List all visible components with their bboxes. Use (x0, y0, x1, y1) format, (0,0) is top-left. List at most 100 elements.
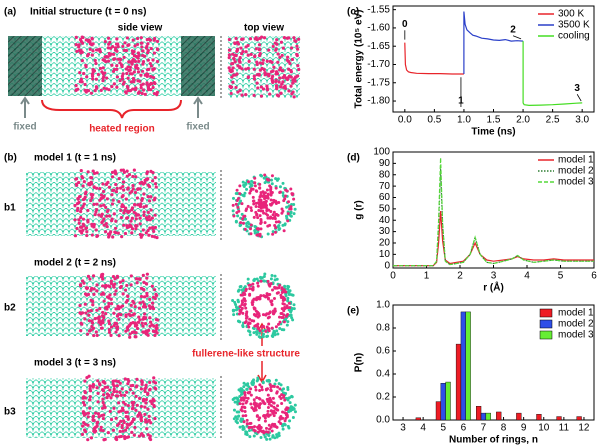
atom (98, 66, 103, 71)
atom (125, 174, 129, 178)
atom (289, 75, 293, 79)
atom (248, 37, 253, 41)
atom (103, 437, 107, 441)
atom (136, 51, 141, 55)
atom (239, 419, 243, 423)
atom (249, 421, 253, 425)
y-tick-label: 0.8 (376, 323, 390, 334)
atom (89, 436, 94, 440)
atom (256, 281, 260, 285)
atom (275, 408, 279, 412)
atom (266, 430, 270, 434)
atom (143, 322, 148, 326)
atom (148, 437, 153, 442)
atom (90, 196, 94, 200)
atom (97, 213, 101, 217)
atom (239, 46, 243, 50)
atom (253, 181, 257, 185)
x-tick-label: 1 (424, 271, 430, 282)
atom (252, 398, 256, 402)
atom (93, 429, 98, 433)
atom (108, 409, 112, 413)
atom (86, 54, 90, 58)
atom (149, 46, 153, 51)
atom (280, 328, 284, 332)
atom (109, 333, 113, 337)
atom (244, 289, 248, 293)
atom (240, 405, 244, 409)
atom (127, 379, 131, 383)
atom (144, 329, 148, 333)
atom (269, 198, 273, 202)
atom (106, 208, 110, 213)
atom (264, 329, 268, 333)
atom (250, 319, 254, 323)
atom (244, 50, 248, 54)
atom (253, 184, 257, 188)
atom (106, 431, 110, 435)
x-tick-label: 2.5 (546, 115, 560, 126)
atom (285, 413, 289, 417)
atom (231, 209, 235, 213)
atom (255, 73, 259, 77)
atom (266, 216, 270, 220)
atom (271, 74, 275, 78)
atom (126, 328, 130, 332)
row-label: b1 (4, 203, 16, 214)
atom (94, 330, 98, 334)
atom (150, 301, 155, 305)
atom (141, 324, 145, 328)
atom (86, 274, 91, 278)
atom (128, 68, 132, 72)
atom (243, 191, 247, 195)
atom (104, 205, 108, 209)
atom (270, 274, 274, 278)
atom (236, 42, 241, 46)
atom (91, 384, 95, 388)
atom (104, 312, 108, 316)
atom (87, 319, 91, 323)
atom (134, 385, 138, 389)
atom (269, 277, 273, 281)
atom (120, 195, 124, 199)
atom (125, 410, 129, 414)
atom (282, 309, 286, 313)
atom (267, 48, 271, 52)
y-tick-label: -1.80 (367, 96, 390, 107)
atom (117, 317, 121, 321)
atom (99, 193, 104, 197)
atom (293, 403, 297, 407)
atom (113, 226, 118, 230)
atom (128, 387, 132, 392)
atom (105, 224, 109, 229)
atom (95, 86, 99, 90)
atom (100, 196, 104, 200)
atom (273, 41, 277, 45)
atom (283, 284, 287, 288)
atom (261, 334, 265, 338)
atom (266, 296, 270, 300)
y-tick-label: -1.55 (367, 4, 390, 15)
atom (102, 223, 106, 227)
atom (270, 429, 274, 433)
atom (79, 77, 83, 81)
atom (106, 232, 111, 236)
atom (80, 231, 84, 235)
atom (90, 324, 94, 329)
atom (232, 56, 236, 61)
atom (230, 75, 234, 79)
atom (148, 316, 152, 320)
atom (87, 38, 91, 42)
atom (77, 221, 81, 225)
atom (254, 388, 258, 392)
atom (152, 324, 156, 328)
atom (76, 87, 80, 91)
atom (105, 385, 110, 389)
atom (236, 205, 240, 209)
atom (101, 397, 105, 401)
atom (278, 66, 283, 70)
atom (151, 85, 155, 90)
atom (76, 197, 80, 201)
atom (106, 46, 110, 50)
atom (116, 304, 120, 308)
